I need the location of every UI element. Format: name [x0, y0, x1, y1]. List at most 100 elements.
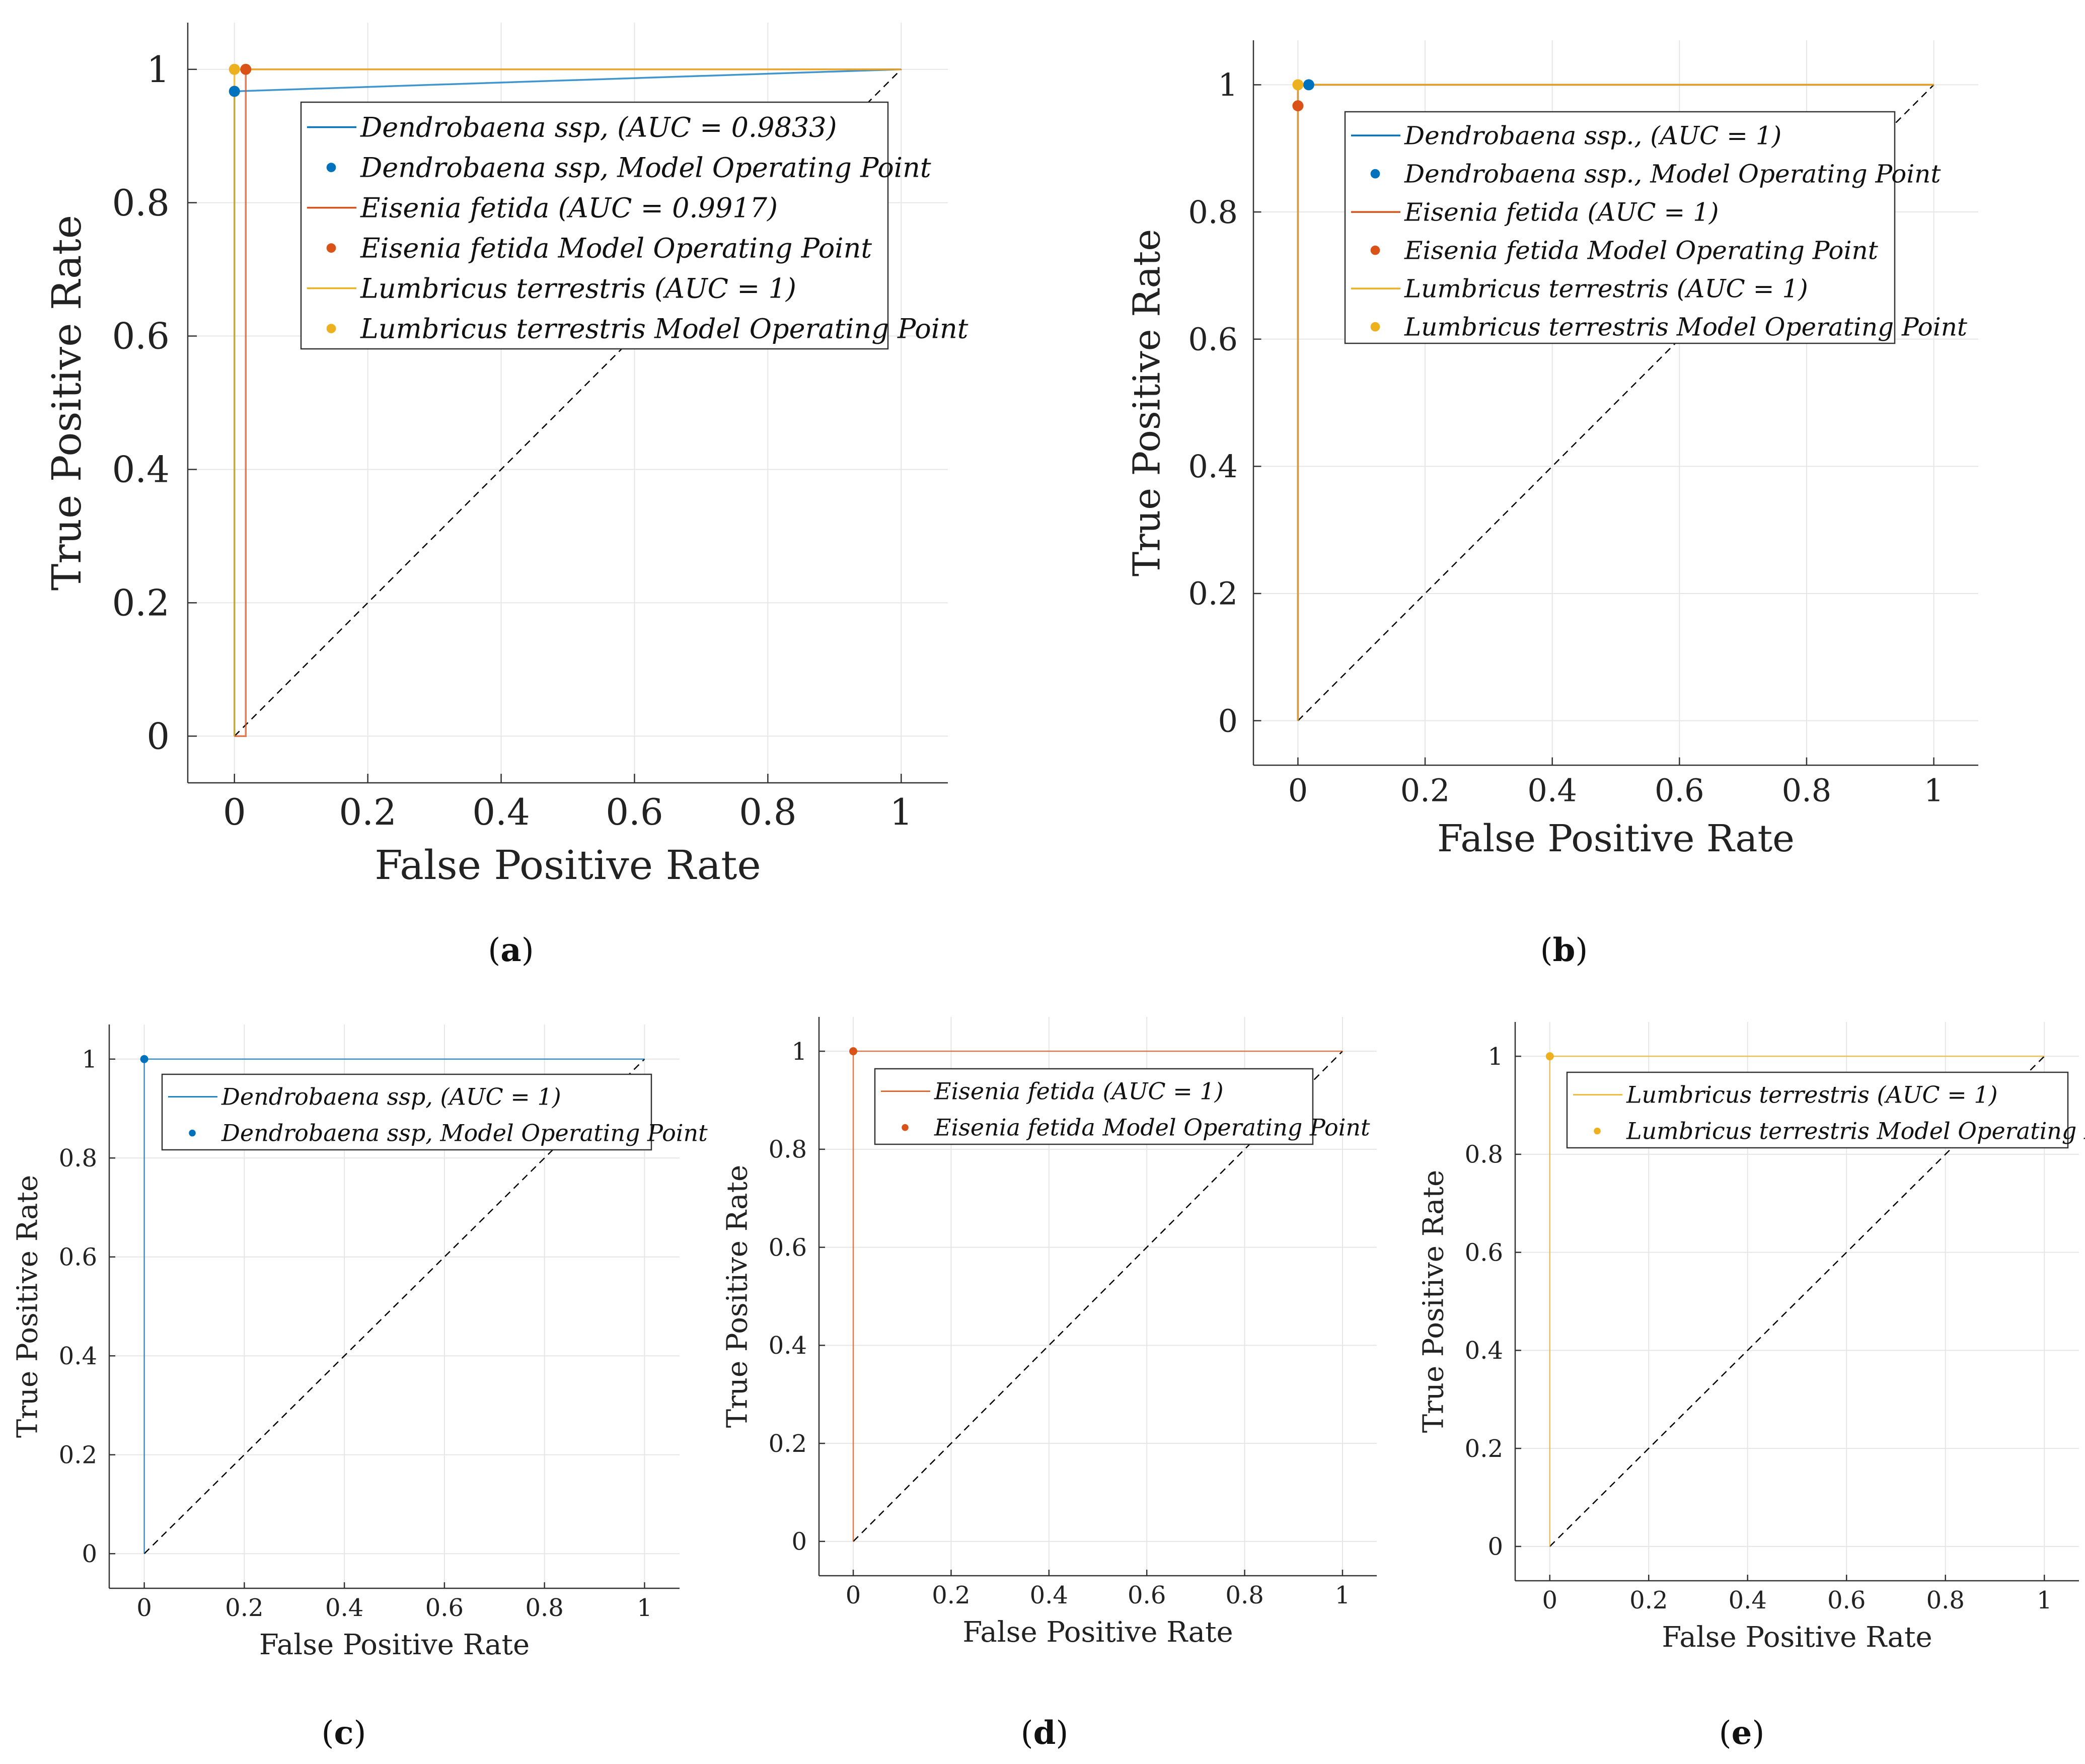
legend-dot-swatch-dendrobaena	[189, 1129, 196, 1137]
legend-box	[161, 1073, 652, 1151]
operating-point-dendrobaena	[1303, 79, 1314, 91]
y-axis-label: True Positive Rate	[1126, 229, 1169, 576]
legend-e: Lumbricus terrestris (AUC = 1) Lumbricus …	[1566, 1071, 2085, 1149]
x-tick-label: 0.2	[1400, 772, 1450, 808]
y-axis-label: True Positive Rate	[1417, 1170, 1450, 1433]
x-tick-label: 0	[223, 791, 246, 833]
legend-b: Dendrobaena ssp., (AUC = 1) Dendrobaena s…	[1344, 111, 1968, 344]
legend-entry: Lumbricus terrestris (AUC = 1)	[360, 273, 796, 305]
y-tick-label: 0.4	[1465, 1337, 1503, 1365]
y-tick-label: 0	[1218, 702, 1238, 739]
x-tick-label: 0.8	[1926, 1586, 1965, 1614]
legend-dot-swatch-eisenia	[902, 1124, 909, 1131]
y-tick-label: 0.8	[112, 182, 170, 224]
legend-entry: Lumbricus terrestris Model Operating Poi…	[1404, 313, 1968, 342]
legend-dot-swatch-lumbricus	[1370, 322, 1380, 332]
y-tick-label: 0.6	[769, 1233, 807, 1262]
x-tick-label: 0.2	[225, 1594, 263, 1622]
operating-point-eisenia	[240, 63, 252, 75]
legend-entry: Lumbricus terrestris (AUC = 1)	[1626, 1081, 1998, 1109]
panel-label-c: (c)	[321, 1714, 366, 1752]
chart-b: 0 0 0.2 0.2 0.4 0.4 0.6 0.6 0.8 0.8 1 1 False Positi…	[1126, 40, 1978, 860]
y-tick-label: 1	[146, 48, 170, 91]
y-tick-label: 0.8	[1188, 194, 1238, 231]
x-tick-label: 0.4	[1527, 772, 1577, 808]
x-tick-label: 0.4	[325, 1594, 363, 1622]
y-tick-label: 0.8	[59, 1144, 97, 1172]
x-tick-label: 0	[136, 1594, 152, 1622]
x-tick-label: 0.4	[472, 791, 530, 833]
x-tick-label: 1	[637, 1594, 652, 1622]
y-tick-label: 1	[1218, 66, 1238, 103]
x-tick-label: 0.8	[1225, 1581, 1263, 1609]
x-tick-label: 0	[1288, 772, 1308, 808]
y-tick-label: 0.8	[769, 1136, 807, 1164]
x-axis-label: False Positive Rate	[375, 842, 761, 889]
legend-entry: Lumbricus terrestris Model Operating Poi…	[1626, 1118, 2085, 1145]
x-axis-label: False Positive Rate	[962, 1616, 1233, 1649]
legend-entry: Eisenia fetida Model Operating Point	[1404, 236, 1879, 265]
legend-dot-swatch-lumbricus	[326, 324, 336, 333]
y-tick-label: 0.6	[112, 315, 170, 357]
panel-label-b: (b)	[1540, 931, 1588, 969]
x-tick-label: 0.6	[1827, 1586, 1866, 1614]
legend-entry: Eisenia fetida Model Operating Point	[934, 1114, 1370, 1141]
y-tick-label: 0.2	[59, 1441, 97, 1469]
y-tick-label: 0.4	[59, 1342, 97, 1370]
x-tick-label: 0	[1542, 1586, 1557, 1614]
legend-dot-swatch-eisenia	[326, 243, 336, 253]
legend-d: Eisenia fetida (AUC = 1) Eisenia fetida M…	[874, 1068, 1370, 1145]
operating-point-lumbricus	[229, 63, 240, 75]
y-tick-label: 0	[82, 1540, 97, 1568]
y-tick-label: 0	[146, 715, 170, 757]
chance-diagonal-line	[853, 1051, 1343, 1542]
panel-label-d: (d)	[1020, 1714, 1069, 1752]
y-tick-label: 0.4	[769, 1332, 807, 1360]
legend-dot-swatch-eisenia	[1370, 245, 1380, 255]
y-tick-label: 0	[1487, 1533, 1503, 1561]
operating-point-lumbricus	[1545, 1052, 1554, 1061]
y-tick-label: 0	[791, 1528, 807, 1556]
legend-entry: Lumbricus terrestris Model Operating Poi…	[360, 313, 969, 345]
x-tick-label: 1	[1335, 1581, 1351, 1609]
legend-entry: Lumbricus terrestris (AUC = 1)	[1404, 274, 1808, 304]
y-tick-label: 0.6	[59, 1243, 97, 1272]
operating-point-eisenia	[1292, 100, 1304, 112]
legend-dot-swatch-lumbricus	[1594, 1127, 1601, 1135]
chart-d: 0 0 0.2 0.2 0.4 0.4 0.6 0.6 0.8 0.8 1 1 False Positi…	[721, 1017, 1377, 1649]
y-tick-label: 0.2	[1465, 1435, 1503, 1463]
y-tick-label: 1	[82, 1046, 97, 1074]
legend-a: Dendrobaena ssp, (AUC = 0.9833) Dendrobae…	[300, 101, 969, 350]
x-axis-label: False Positive Rate	[1662, 1621, 1932, 1654]
x-tick-label: 0.4	[1030, 1581, 1068, 1609]
x-tick-label: 1	[1924, 772, 1944, 808]
x-tick-label: 0.8	[1782, 772, 1832, 808]
panel-label-a: (a)	[488, 931, 534, 969]
y-tick-label: 0.2	[1188, 575, 1238, 612]
chart-e: 0 0 0.2 0.2 0.4 0.4 0.6 0.6 0.8 0.8 1 1 False Positi…	[1417, 1022, 2085, 1654]
legend-entry: Eisenia fetida (AUC = 1)	[934, 1078, 1224, 1105]
x-axis-label: False Positive Rate	[1437, 817, 1795, 860]
legend-entry: Eisenia fetida (AUC = 1)	[1404, 198, 1719, 227]
x-tick-label: 1	[2037, 1586, 2052, 1614]
operating-point-dendrobaena	[229, 86, 240, 97]
legend-dot-swatch-dendrobaena	[326, 163, 336, 172]
legend-entry: Dendrobaena ssp, (AUC = 0.9833)	[360, 112, 837, 143]
x-tick-label: 0.8	[739, 791, 797, 833]
chart-a: 0 0 0.2 0.2 0.4 0.4 0.6 0.6 0.8 0.8 1 1 False Positi…	[43, 23, 969, 889]
y-tick-label: 0.2	[112, 582, 170, 624]
y-tick-label: 0.6	[1465, 1238, 1503, 1267]
x-tick-label: 0.6	[1128, 1581, 1166, 1609]
legend-box	[300, 101, 889, 350]
x-axis-label: False Positive Rate	[259, 1629, 530, 1661]
y-axis-label: True Positive Rate	[721, 1165, 754, 1428]
x-tick-label: 0.2	[1629, 1586, 1668, 1614]
legend-box	[1344, 111, 1896, 344]
x-tick-label: 0.2	[339, 791, 397, 833]
y-tick-label: 1	[791, 1038, 807, 1066]
y-axis-label: True Positive Rate	[11, 1175, 44, 1438]
legend-box	[874, 1068, 1314, 1145]
legend-entry: Eisenia fetida Model Operating Point	[360, 233, 872, 264]
